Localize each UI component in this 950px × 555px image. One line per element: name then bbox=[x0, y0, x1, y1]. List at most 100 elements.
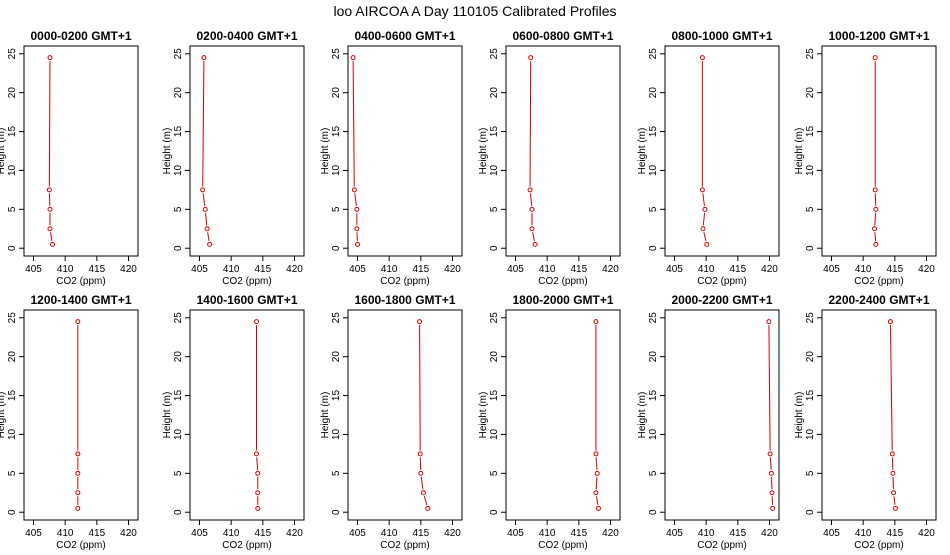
y-tick-label: 10 bbox=[648, 428, 659, 440]
y-tick-label: 20 bbox=[7, 351, 18, 363]
y-tick-label: 5 bbox=[173, 470, 184, 476]
y-tick-label: 10 bbox=[805, 164, 816, 176]
x-tick-label: 420 bbox=[120, 264, 137, 275]
x-tick-label: 410 bbox=[223, 264, 240, 275]
x-tick-label: 420 bbox=[444, 528, 461, 539]
plot-frame bbox=[506, 310, 620, 520]
panel-title: 0600-0800 GMT+1 bbox=[512, 29, 613, 43]
plot-frame bbox=[665, 46, 779, 256]
plot-frame bbox=[348, 46, 462, 256]
x-axis-label: CO2 (ppm) bbox=[56, 540, 105, 550]
data-point bbox=[418, 320, 422, 324]
x-tick-label: 415 bbox=[254, 528, 271, 539]
y-tick-label: 10 bbox=[331, 428, 342, 440]
x-axis-label: CO2 (ppm) bbox=[380, 540, 429, 550]
plot-frame bbox=[665, 310, 779, 520]
y-tick-label: 5 bbox=[648, 470, 659, 476]
y-tick-label: 25 bbox=[173, 48, 184, 60]
y-tick-label: 5 bbox=[7, 206, 18, 212]
y-tick-label: 0 bbox=[173, 245, 184, 251]
x-tick-label: 410 bbox=[855, 264, 872, 275]
y-axis-label: Height (m) bbox=[320, 128, 331, 175]
y-tick-label: 0 bbox=[648, 509, 659, 515]
y-tick-label: 25 bbox=[331, 312, 342, 324]
data-point bbox=[533, 242, 537, 246]
y-tick-label: 10 bbox=[805, 428, 816, 440]
data-point bbox=[356, 242, 360, 246]
data-point bbox=[76, 452, 80, 456]
data-point bbox=[596, 506, 600, 510]
x-tick-label: 415 bbox=[570, 264, 587, 275]
y-axis-label: Height (m) bbox=[637, 128, 648, 175]
x-tick-label: 415 bbox=[88, 528, 105, 539]
y-tick-label: 25 bbox=[805, 48, 816, 60]
y-tick-label: 10 bbox=[7, 428, 18, 440]
y-tick-label: 25 bbox=[489, 48, 500, 60]
y-tick-label: 20 bbox=[805, 87, 816, 99]
x-tick-label: 420 bbox=[918, 264, 935, 275]
x-tick-label: 415 bbox=[729, 528, 746, 539]
y-tick-label: 20 bbox=[648, 87, 659, 99]
data-point bbox=[700, 56, 704, 60]
data-point bbox=[202, 56, 206, 60]
data-point bbox=[873, 188, 877, 192]
x-axis-label: CO2 (ppm) bbox=[538, 540, 587, 550]
x-tick-label: 420 bbox=[602, 528, 619, 539]
y-tick-label: 5 bbox=[489, 206, 500, 212]
profile-segment bbox=[704, 232, 706, 241]
x-tick-label: 410 bbox=[57, 528, 74, 539]
y-tick-label: 25 bbox=[648, 312, 659, 324]
data-point bbox=[255, 320, 259, 324]
data-point bbox=[48, 227, 52, 231]
data-point bbox=[874, 207, 878, 211]
x-tick-label: 405 bbox=[25, 528, 42, 539]
data-point bbox=[771, 506, 775, 510]
x-tick-label: 410 bbox=[855, 528, 872, 539]
data-point bbox=[594, 491, 598, 495]
data-point bbox=[891, 471, 895, 475]
profile-segment bbox=[257, 457, 258, 469]
x-tick-label: 410 bbox=[698, 264, 715, 275]
profile-segment bbox=[596, 477, 597, 489]
x-tick-label: 405 bbox=[666, 528, 683, 539]
panel-title: 0800-1000 GMT+1 bbox=[671, 29, 772, 43]
profile-segment bbox=[703, 213, 704, 225]
profile-segment bbox=[51, 232, 52, 241]
x-tick-label: 405 bbox=[25, 264, 42, 275]
data-point bbox=[890, 452, 894, 456]
y-tick-label: 15 bbox=[173, 126, 184, 138]
y-axis-label: Height (m) bbox=[794, 128, 805, 175]
profile-segment bbox=[206, 213, 207, 225]
y-tick-label: 5 bbox=[7, 470, 18, 476]
x-axis-label: CO2 (ppm) bbox=[222, 276, 271, 287]
y-tick-label: 0 bbox=[805, 245, 816, 251]
y-tick-label: 5 bbox=[173, 206, 184, 212]
y-axis-label: Height (m) bbox=[0, 128, 7, 175]
y-tick-label: 5 bbox=[648, 206, 659, 212]
data-point bbox=[76, 491, 80, 495]
y-tick-label: 0 bbox=[331, 245, 342, 251]
x-tick-label: 415 bbox=[412, 264, 429, 275]
y-axis-label: Height (m) bbox=[320, 392, 331, 439]
data-point bbox=[594, 452, 598, 456]
y-tick-label: 15 bbox=[7, 126, 18, 138]
y-tick-label: 15 bbox=[7, 390, 18, 402]
panel-title: 0000-0200 GMT+1 bbox=[30, 29, 131, 43]
x-tick-label: 405 bbox=[191, 264, 208, 275]
x-tick-label: 410 bbox=[539, 528, 556, 539]
x-tick-label: 420 bbox=[286, 528, 303, 539]
data-point bbox=[76, 506, 80, 510]
y-tick-label: 0 bbox=[7, 509, 18, 515]
x-tick-label: 415 bbox=[254, 264, 271, 275]
x-tick-label: 415 bbox=[570, 528, 587, 539]
data-point bbox=[703, 207, 707, 211]
y-tick-label: 0 bbox=[7, 245, 18, 251]
profile-segment bbox=[203, 61, 204, 186]
data-point bbox=[419, 471, 423, 475]
data-point bbox=[595, 471, 599, 475]
y-tick-label: 15 bbox=[331, 390, 342, 402]
